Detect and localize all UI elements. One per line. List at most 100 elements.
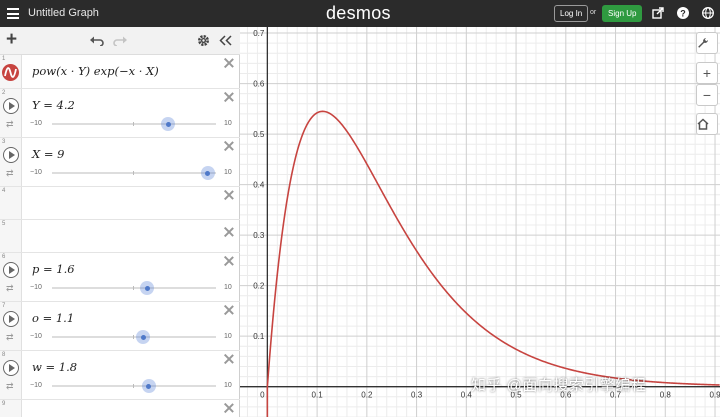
expression-number: 1 [2,56,6,62]
zoom-in-button[interactable]: + [696,62,718,84]
expression-row-empty[interactable]: 9 [0,400,240,417]
slider-max[interactable]: 10 [224,169,232,176]
expression-gutter: 4 [0,187,22,219]
expression-row-empty[interactable]: 5 [0,220,240,253]
x-tick-label: 0.4 [461,391,473,400]
expression-number: 8 [2,352,6,358]
slider-track[interactable] [52,117,216,131]
x-tick-label: 0.1 [312,391,324,400]
slider-track[interactable] [52,166,216,180]
graph-settings-button[interactable] [696,32,718,54]
undo-icon[interactable] [90,35,104,46]
expression-row-empty[interactable]: 4 [0,187,240,220]
slider-min[interactable]: −10 [30,333,42,340]
slider-track[interactable] [52,330,216,344]
expression-row-slider-p[interactable]: 6 ⇄ p = 1.6 −10 10 [0,253,240,302]
slider-track[interactable] [52,379,216,393]
delete-expression-icon[interactable] [224,305,234,315]
signup-button[interactable]: Sign Up [602,5,643,22]
settings-gear-icon[interactable] [197,34,210,47]
loop-mode-icon[interactable]: ⇄ [6,119,14,129]
slider-max[interactable]: 10 [224,333,232,340]
slider-label[interactable]: o = 1.1 [32,311,75,325]
expression-formula-text[interactable]: pow(x · Y) exp(−x · X) [32,64,159,78]
expression-list: 1 pow(x · Y) exp(−x · X) 2 ⇄ Y = 4.2 − [0,55,240,417]
slider-max[interactable]: 10 [224,284,232,291]
slider-thumb[interactable] [200,166,215,180]
hamburger-menu-icon[interactable] [7,8,19,19]
slider-max[interactable]: 10 [224,120,232,127]
slider-label[interactable]: Y = 4.2 [32,98,75,112]
slider-label[interactable]: p = 1.6 [32,262,75,276]
y-tick-label: 0.4 [253,181,265,190]
expression-number: 3 [2,139,6,145]
slider-thumb[interactable] [140,281,155,295]
play-slider-button[interactable] [3,360,19,376]
slider-thumb[interactable] [161,117,176,131]
redo-icon[interactable] [113,35,127,46]
expression-gutter: 9 [0,400,22,417]
delete-expression-icon[interactable] [224,256,234,266]
x-tick-label: 0.8 [660,391,672,400]
add-item-button[interactable]: + [6,29,18,50]
play-slider-button[interactable] [3,147,19,163]
loop-mode-icon[interactable]: ⇄ [6,381,14,391]
expression-number: 2 [2,90,6,96]
help-icon[interactable]: ? [677,7,689,19]
slider-track[interactable] [52,281,216,295]
x-tick-label: 0.9 [709,391,720,400]
play-slider-button[interactable] [3,262,19,278]
share-icon[interactable] [652,7,664,19]
top-bar: Untitled Graph desmos Log In or Sign Up … [0,0,720,27]
graph-paper[interactable]: 0 0.1 0.2 0.3 0.4 0.5 0.6 0.7 0.8 0.9 0.1 0.2 0.3 0.4… [240,27,720,417]
delete-expression-icon[interactable] [224,58,234,68]
graph-title[interactable]: Untitled Graph [28,7,99,19]
slider-label[interactable]: w = 1.8 [32,360,78,374]
play-slider-button[interactable] [3,311,19,327]
expression-row-formula[interactable]: 1 pow(x · Y) exp(−x · X) [0,55,240,89]
play-slider-button[interactable] [3,98,19,114]
delete-expression-icon[interactable] [224,227,234,237]
slider-min[interactable]: −10 [30,284,42,291]
loop-mode-icon[interactable]: ⇄ [6,332,14,342]
delete-expression-icon[interactable] [224,354,234,364]
delete-expression-icon[interactable] [224,92,234,102]
y-tick-label: 0.5 [253,130,265,139]
expression-gutter: 8 ⇄ [0,351,22,399]
expression-row-slider-y[interactable]: 2 ⇄ Y = 4.2 −10 10 [0,89,240,138]
expression-row-slider-x[interactable]: 3 ⇄ X = 9 −10 10 [0,138,240,187]
delete-expression-icon[interactable] [224,141,234,151]
slider-label[interactable]: X = 9 [32,147,65,161]
expression-gutter: 2 ⇄ [0,89,22,137]
function-curve[interactable] [266,110,720,417]
home-button[interactable] [696,113,718,135]
loop-mode-icon[interactable]: ⇄ [6,168,14,178]
svg-text:?: ? [680,9,686,19]
expression-gutter: 1 [0,55,22,88]
zoom-out-button[interactable]: − [696,84,718,106]
home-icon [697,118,709,130]
slider-min[interactable]: −10 [30,382,42,389]
expression-number: 6 [2,254,6,260]
expression-row-slider-w[interactable]: 8 ⇄ w = 1.8 −10 10 [0,351,240,400]
slider-thumb[interactable] [136,330,151,344]
slider-thumb[interactable] [141,379,156,393]
delete-expression-icon[interactable] [224,190,234,200]
graph-curve-color-icon[interactable] [2,64,19,81]
slider-min[interactable]: −10 [30,120,42,127]
x-tick-label: 0.7 [610,391,622,400]
y-tick-label: 0.7 [253,29,265,38]
expression-number: 4 [2,188,6,194]
y-tick-label: 0.1 [253,332,265,341]
expression-row-slider-o[interactable]: 7 ⇄ o = 1.1 −10 10 [0,302,240,351]
slider-max[interactable]: 10 [224,382,232,389]
slider-min[interactable]: −10 [30,169,42,176]
loop-mode-icon[interactable]: ⇄ [6,283,14,293]
globe-icon[interactable] [702,7,714,19]
delete-expression-icon[interactable] [224,403,234,413]
y-tick-label: 0.3 [253,231,265,240]
login-button[interactable]: Log In [554,5,589,22]
expression-gutter: 6 ⇄ [0,253,22,301]
graph-plot[interactable]: 0 0.1 0.2 0.3 0.4 0.5 0.6 0.7 0.8 0.9 0.1 0.2 0.3 0.4… [240,27,720,417]
collapse-panel-icon[interactable] [219,35,232,46]
